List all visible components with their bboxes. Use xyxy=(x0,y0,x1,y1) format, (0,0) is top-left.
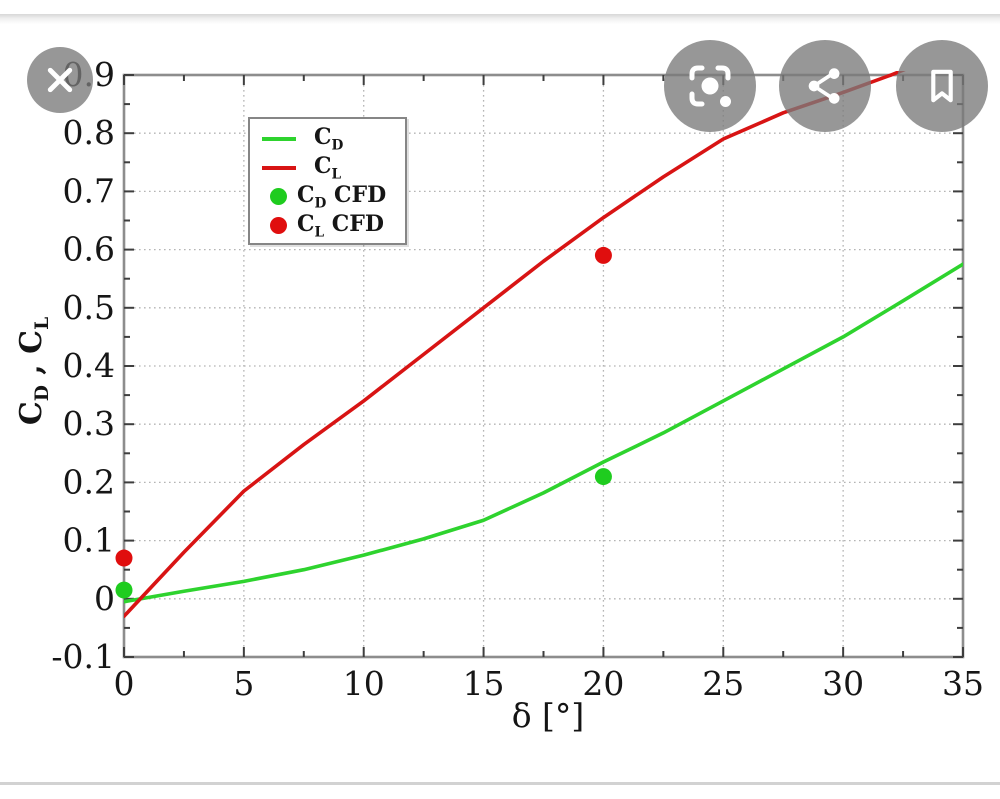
svg-text:0.6: 0.6 xyxy=(63,230,115,269)
series-scatter-2 xyxy=(115,468,612,599)
svg-text:0.3: 0.3 xyxy=(63,404,115,443)
legend-label-cl-cfd: CL CFD xyxy=(297,210,384,241)
bookmark-icon xyxy=(931,69,953,103)
svg-text:0.7: 0.7 xyxy=(63,171,115,210)
svg-text:20: 20 xyxy=(582,664,624,703)
svg-text:0.4: 0.4 xyxy=(63,346,115,385)
svg-text:25: 25 xyxy=(702,664,744,703)
svg-text:0: 0 xyxy=(94,579,115,618)
bookmark-button[interactable] xyxy=(896,40,988,132)
share-button[interactable] xyxy=(779,40,871,132)
svg-text:5: 5 xyxy=(233,664,254,703)
legend-item-cd-cfd: CD CFD xyxy=(250,182,405,211)
svg-text:35: 35 xyxy=(942,664,984,703)
svg-text:0.1: 0.1 xyxy=(63,521,115,560)
google-lens-button[interactable] xyxy=(664,40,756,132)
bottom-divider xyxy=(0,782,1000,785)
svg-text:15: 15 xyxy=(463,664,505,703)
svg-text:10: 10 xyxy=(343,664,385,703)
series-line-0 xyxy=(124,262,963,604)
legend-item-cl-cfd: CL CFD xyxy=(250,211,405,240)
svg-text:0.5: 0.5 xyxy=(63,288,115,327)
chart-legend: CD CL CD CFD CL CFD xyxy=(248,117,407,245)
series-scatter-3 xyxy=(115,246,612,567)
legend-label-cd: CD xyxy=(314,123,344,154)
close-button[interactable] xyxy=(27,47,93,113)
legend-label-cl: CL xyxy=(314,152,342,183)
grid-lines xyxy=(124,75,963,657)
close-icon xyxy=(47,67,73,93)
google-lens-icon xyxy=(689,65,731,107)
y-axis-title: CD , CL xyxy=(14,316,53,426)
legend-line-swatch-cl xyxy=(262,165,296,170)
legend-item-cd: CD xyxy=(250,124,405,153)
svg-text:0: 0 xyxy=(114,664,135,703)
legend-item-cl: CL xyxy=(250,153,405,182)
legend-line-swatch-cd xyxy=(262,136,296,141)
svg-text:0.2: 0.2 xyxy=(63,462,115,501)
top-bar-shadow xyxy=(0,14,1000,24)
legend-label-cd-cfd: CD CFD xyxy=(297,181,387,212)
svg-text:0.8: 0.8 xyxy=(63,113,115,152)
x-axis-title: δ [°] xyxy=(511,696,585,735)
legend-dot-swatch-cd-cfd xyxy=(270,188,287,205)
share-icon xyxy=(808,68,840,104)
svg-text:-0.1: -0.1 xyxy=(51,637,115,676)
series-line-1 xyxy=(124,71,906,619)
legend-dot-swatch-cl-cfd xyxy=(270,217,287,234)
x-tick-labels: 0 5 10 15 20 25 30 35 xyxy=(114,664,985,703)
y-tick-labels: -0.100.10.20.30.40.50.60.70.80.9 xyxy=(51,55,115,676)
svg-text:30: 30 xyxy=(822,664,864,703)
